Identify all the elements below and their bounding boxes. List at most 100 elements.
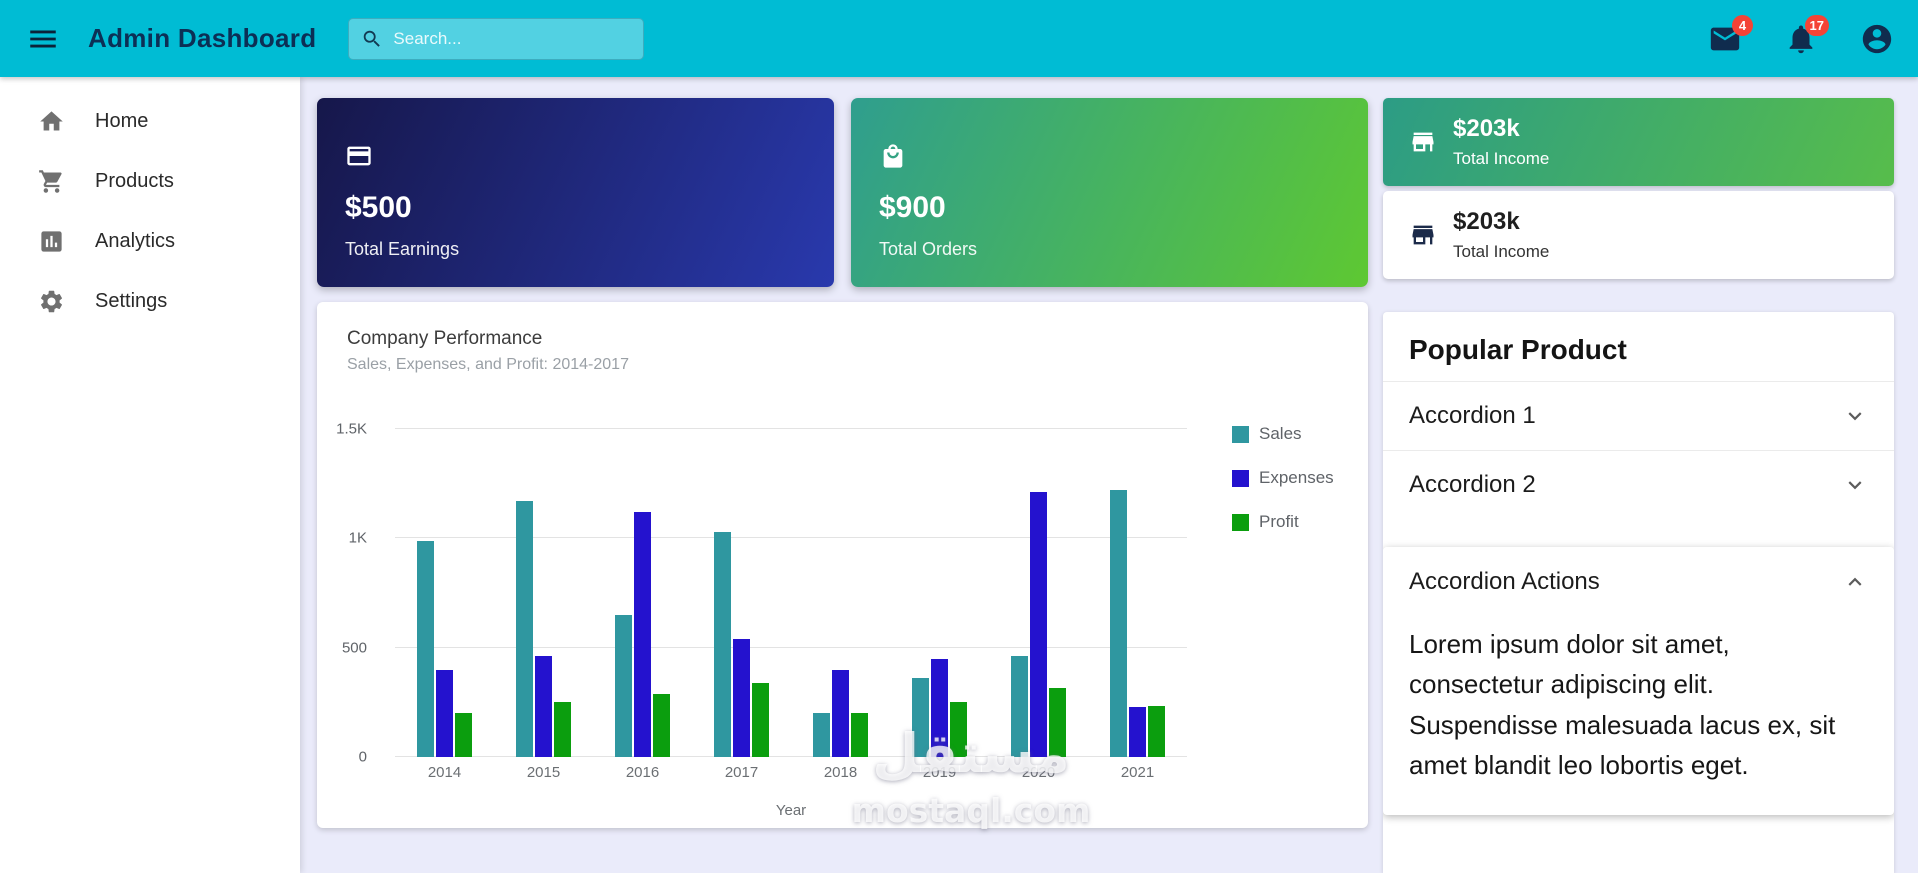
chart-x-ticks: 2014 2015 2016 2017 2018 2019 2020 2021 [395,764,1187,781]
mail-icon [1710,27,1740,50]
total-orders-card: $900 Total Orders [851,98,1368,287]
right-column: $203k Total Income $203k Total Income Po… [1383,98,1894,873]
chart-legend: Sales Expenses Profit [1232,424,1334,556]
bar-group-2017 [692,429,791,757]
bar-sales-2016 [615,614,632,757]
accordion-1[interactable]: Accordion 1 [1383,381,1894,450]
sidebar-item-label: Analytics [95,229,176,252]
store-icon [1412,225,1434,245]
legend-item-profit: Profit [1232,512,1334,532]
bar-expenses-2018 [832,669,849,757]
sidebar-item-products[interactable]: Products [0,151,300,211]
legend-swatch [1232,469,1249,487]
earnings-value: $500 [345,191,412,224]
accordion-2[interactable]: Accordion 2 [1383,450,1894,519]
total-income-card-green: $203k Total Income [1383,98,1894,186]
chart-y-ticks: 0 500 1K 1.5K [317,421,379,766]
sidebar-item-label: Settings [95,289,168,312]
accordion-2-title: Accordion 2 [1409,471,1536,498]
bar-sales-2014 [417,540,434,757]
bar-sales-2015 [516,501,533,757]
accordion-1-title: Accordion 1 [1409,402,1536,429]
mail-button[interactable]: 4 [1708,14,1753,56]
bar-profit-2014 [455,713,472,757]
sidebar-item-home[interactable]: Home [0,91,300,151]
chevron-up-icon[interactable] [1842,569,1868,595]
bar-sales-2021 [1110,490,1127,757]
mail-badge: 4 [1732,14,1753,36]
income-label: Total Income [1453,242,1550,261]
chart-bars [395,429,1187,757]
bar-sales-2018 [813,713,830,757]
bar-profit-2018 [851,713,868,757]
bar-expenses-2015 [535,656,552,757]
gridline [395,428,1187,429]
app-title: Admin Dashboard [88,23,317,53]
income-text: $203k Total Income [1453,115,1549,169]
x-tick-label: 2015 [526,764,561,781]
store-icon [1412,132,1434,152]
x-tick-label: 2017 [724,764,759,781]
chevron-down-icon[interactable] [1842,472,1868,498]
accordion-actions: Accordion Actions Lorem ipsum dolor sit … [1383,547,1894,816]
gridline [395,646,1187,648]
y-tick-label: 1K [348,529,367,547]
x-tick-label: 2021 [1120,764,1155,781]
bar-sales-2019 [912,678,929,757]
menu-icon[interactable] [26,22,60,56]
accordion-actions-title: Accordion Actions [1409,567,1600,595]
bar-profit-2020 [1049,688,1066,757]
x-tick-label: 2014 [427,764,462,781]
bar-expenses-2014 [436,669,453,757]
account-button[interactable] [1860,22,1894,56]
search-box[interactable] [348,17,645,60]
sidebar-item-settings[interactable]: Settings [0,271,300,331]
income-label: Total Income [1453,149,1550,168]
earnings-label: Total Earnings [345,239,460,259]
income-value: $203k [1453,208,1520,235]
gear-icon [40,290,63,312]
accordion-actions-header[interactable]: Accordion Actions [1383,547,1894,616]
home-icon [40,110,63,130]
legend-label: Expenses [1259,468,1334,487]
cart-icon [39,169,62,193]
popular-product-panel: Popular Product Accordion 1 Accordion 2 … [1383,312,1894,873]
x-tick-label: 2019 [922,764,957,781]
income-text: $203k Total Income [1453,208,1549,262]
bar-group-2014 [395,429,494,757]
y-tick-label: 1.5K [336,420,367,438]
popular-product-heading: Popular Product [1409,334,1627,365]
bar-group-2018 [791,429,890,757]
legend-item-expenses: Expenses [1232,468,1334,488]
search-input[interactable] [393,28,632,49]
x-tick-label: 2020 [1021,764,1056,781]
notifications-badge: 17 [1804,14,1829,36]
legend-swatch [1232,513,1249,531]
chart-subtitle: Sales, Expenses, and Profit: 2014-2017 [347,356,629,373]
x-tick-label: 2016 [625,764,660,781]
sidebar-item-label: Products [95,169,174,192]
bar-group-2019 [890,429,989,757]
bar-group-2020 [989,429,1088,757]
y-tick-label: 0 [358,748,367,766]
left-column: $500 Total Earnings $900 Total Orders Co… [317,98,1368,873]
stat-card-row: $500 Total Earnings $900 Total Orders [317,98,1368,287]
bar-expenses-2021 [1129,706,1146,757]
income-value: $203k [1453,115,1520,142]
notifications-button[interactable]: 17 [1784,14,1829,56]
sidebar-item-label: Home [95,109,149,132]
bar-sales-2020 [1011,656,1028,757]
orders-value: $900 [879,191,946,224]
x-tick-label: 2018 [823,764,858,781]
bar-profit-2015 [554,702,571,757]
bar-expenses-2017 [733,638,750,757]
bar-expenses-2016 [634,512,651,757]
accordion-actions-body: Lorem ipsum dolor sit amet, consectetur … [1409,629,1836,780]
company-performance-chart-card: Company Performance Sales, Expenses, and… [317,302,1368,828]
sidebar-item-analytics[interactable]: Analytics [0,211,300,271]
chevron-down-icon[interactable] [1842,403,1868,429]
bar-group-2016 [593,429,692,757]
legend-label: Sales [1259,424,1302,443]
bar-sales-2017 [714,531,731,757]
gridline [395,756,1187,757]
